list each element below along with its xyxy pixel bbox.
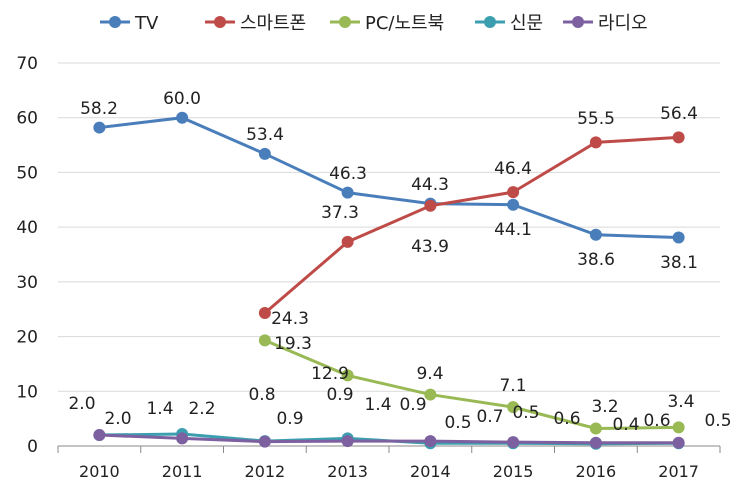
data-label: 0.5	[444, 413, 471, 433]
data-point	[589, 422, 602, 435]
x-tick-label: 2013	[327, 462, 368, 481]
legend-marker-icon	[214, 16, 226, 28]
data-label: 43.9	[411, 237, 449, 257]
data-point	[93, 429, 106, 442]
data-point	[258, 334, 271, 347]
data-label: 0.9	[326, 385, 353, 405]
data-label: 7.1	[499, 376, 526, 396]
data-label: 1.4	[146, 399, 173, 419]
data-label: 37.3	[321, 203, 359, 223]
data-label: 46.4	[494, 159, 532, 179]
legend-label: 라디오	[598, 13, 648, 34]
data-point	[341, 435, 354, 448]
x-tick-label: 2015	[493, 462, 534, 481]
x-tick-label: 2011	[162, 462, 203, 481]
data-point	[672, 421, 685, 434]
series-line	[263, 135, 679, 315]
data-point	[93, 121, 106, 134]
data-label: 12.9	[311, 364, 349, 384]
y-tick-label: 20	[16, 328, 38, 348]
data-point	[258, 147, 271, 160]
data-point	[424, 388, 437, 401]
series-line	[264, 339, 679, 430]
data-point	[589, 136, 602, 149]
legend-marker-icon	[109, 16, 121, 28]
data-point	[424, 435, 437, 448]
legend-label: TV	[134, 13, 159, 34]
y-tick-label: 30	[16, 273, 38, 293]
data-point	[507, 436, 520, 449]
data-label: 53.4	[246, 125, 284, 145]
data-point	[589, 436, 602, 449]
data-label: 44.3	[411, 175, 449, 195]
data-point	[176, 432, 189, 445]
data-point	[341, 235, 354, 248]
data-point	[672, 436, 685, 449]
data-label: 0.9	[399, 395, 426, 415]
y-tick-label: 70	[16, 54, 38, 74]
legend-marker-icon	[484, 16, 496, 28]
legend-label: PC/노트북	[365, 13, 444, 34]
data-point	[341, 369, 354, 382]
data-point	[672, 131, 685, 144]
data-point	[507, 198, 520, 211]
y-tick-label: 60	[16, 109, 38, 129]
series-line	[99, 116, 679, 240]
data-label: 44.1	[494, 220, 532, 240]
data-label: 0.9	[276, 409, 303, 429]
data-point	[672, 231, 685, 244]
y-tick-label: 40	[16, 218, 38, 238]
data-label: 46.3	[329, 164, 367, 184]
data-label: 3.4	[667, 392, 694, 412]
series-line	[99, 433, 679, 445]
data-label: 2.0	[104, 409, 131, 429]
data-label: 0.6	[643, 411, 670, 431]
legend-marker-icon	[572, 16, 584, 28]
data-point	[507, 401, 520, 414]
x-tick-label: 2016	[576, 462, 617, 481]
data-label: 2.2	[188, 399, 215, 419]
y-tick-label: 50	[16, 163, 38, 183]
data-label: 9.4	[416, 364, 443, 384]
x-tick-label: 2014	[410, 462, 451, 481]
data-label: 24.3	[271, 309, 309, 329]
data-label: 1.4	[364, 395, 391, 415]
data-label: 38.6	[577, 250, 615, 270]
data-label: 60.0	[163, 89, 201, 109]
data-label: 0.5	[704, 411, 731, 431]
data-point	[424, 199, 437, 212]
data-point	[258, 435, 271, 448]
data-label: 19.3	[274, 334, 312, 354]
data-label: 0.5	[512, 403, 539, 423]
data-point	[589, 228, 602, 241]
data-label: 0.7	[476, 407, 503, 427]
data-label: 3.2	[591, 397, 618, 417]
data-label: 0.8	[248, 385, 275, 405]
data-label: 0.6	[553, 409, 580, 429]
legend-label: 스마트폰	[240, 13, 306, 34]
data-label: 58.2	[80, 99, 118, 119]
data-label: 38.1	[660, 253, 698, 273]
data-label: 0.4	[612, 415, 639, 435]
x-tick-label: 2012	[245, 462, 286, 481]
data-point	[176, 111, 189, 124]
data-point	[507, 186, 520, 199]
x-tick-label: 2010	[79, 462, 120, 481]
data-label: 2.0	[68, 394, 95, 414]
y-tick-label: 10	[16, 382, 38, 402]
data-label: 56.4	[660, 104, 698, 124]
y-tick-label: 0	[27, 437, 38, 457]
x-tick-label: 2017	[658, 462, 699, 481]
data-point	[341, 186, 354, 199]
data-point	[258, 307, 271, 320]
legend-marker-icon	[339, 16, 351, 28]
data-label: 55.5	[577, 109, 615, 129]
legend-label: 신문	[510, 13, 543, 34]
